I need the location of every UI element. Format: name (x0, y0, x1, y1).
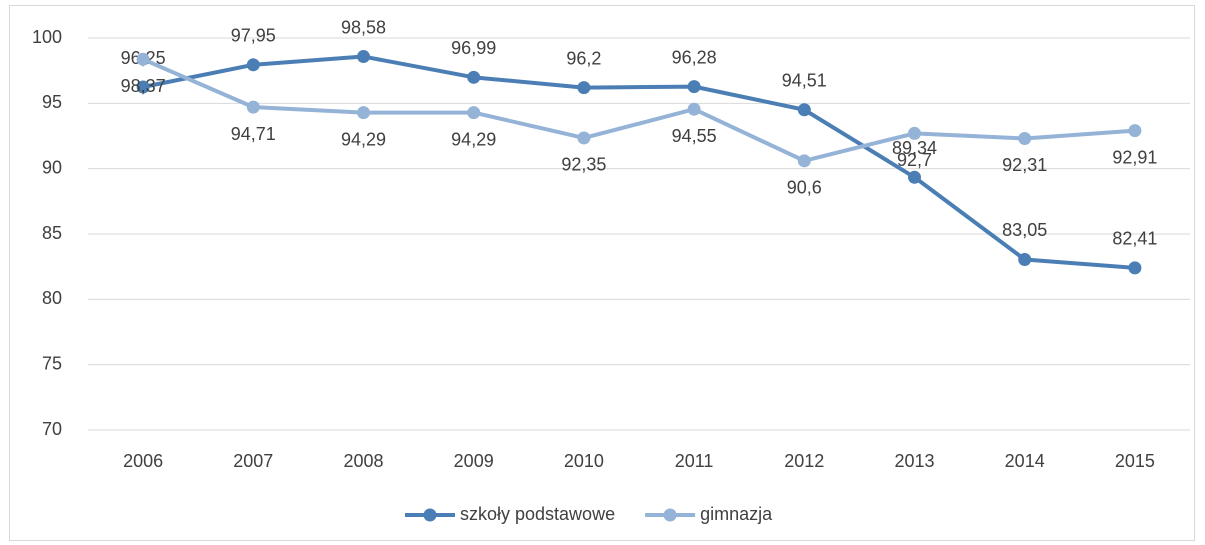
x-tick-label: 2014 (1005, 451, 1045, 471)
point (246, 100, 260, 114)
data-label: 92,7 (897, 150, 932, 170)
data-label: 90,6 (787, 178, 822, 198)
data-label: 98,37 (121, 76, 166, 96)
series-line (142, 57, 1136, 163)
point (908, 126, 921, 140)
data-label: 94,29 (451, 129, 496, 149)
x-tick-label: 2011 (675, 451, 714, 471)
point (797, 154, 811, 168)
point (357, 50, 370, 64)
point (1018, 131, 1032, 145)
y-tick-label: 95 (42, 92, 62, 112)
data-label: 92,35 (561, 155, 606, 175)
y-tick-label: 85 (42, 223, 62, 243)
point (246, 58, 260, 72)
point (136, 80, 150, 94)
point (797, 103, 811, 117)
point (357, 106, 370, 120)
x-tick-label: 2013 (894, 451, 934, 471)
y-tick-label: 80 (42, 288, 62, 308)
data-label: 92,91 (1112, 147, 1157, 167)
chart-border (9, 5, 1195, 541)
point (467, 70, 481, 84)
y-tick-label: 70 (42, 419, 62, 439)
point (467, 106, 481, 120)
y-tick-label: 75 (42, 353, 62, 373)
x-tick-label: 2015 (1115, 451, 1155, 471)
point (136, 52, 150, 66)
legend-marker (663, 508, 677, 522)
data-label: 89,34 (892, 138, 937, 158)
data-label: 94,71 (231, 124, 276, 144)
point (908, 170, 921, 184)
data-label: 82,41 (1112, 229, 1157, 249)
y-tick-label: 90 (42, 157, 62, 177)
point (1128, 261, 1142, 275)
data-label: 83,05 (1002, 220, 1047, 240)
x-tick-label: 2007 (233, 451, 273, 471)
data-label: 94,51 (782, 70, 827, 90)
data-label: 96,2 (566, 48, 601, 68)
data-label: 96,99 (451, 38, 496, 58)
data-label: 98,58 (341, 17, 386, 37)
x-tick-label: 2008 (343, 451, 383, 471)
point (1018, 252, 1032, 266)
point (577, 131, 591, 145)
legend-label: szkoły podstawowe (460, 504, 615, 524)
x-tick-label: 2009 (454, 451, 494, 471)
point (1128, 124, 1142, 138)
data-label: 92,31 (1002, 155, 1047, 175)
data-label: 96,28 (672, 47, 717, 67)
y-tick-label: 100 (32, 27, 62, 47)
data-label: 94,29 (341, 129, 386, 149)
x-tick-label: 2006 (123, 451, 163, 471)
data-label: 94,55 (672, 126, 717, 146)
data-label: 97,95 (231, 26, 276, 46)
legend-label: gimnazja (700, 504, 773, 524)
x-tick-label: 2012 (784, 451, 824, 471)
point (577, 81, 591, 95)
series-line (142, 54, 1136, 270)
point (687, 102, 701, 116)
point (687, 80, 701, 94)
legend-marker (423, 508, 437, 522)
x-tick-label: 2010 (564, 451, 604, 471)
